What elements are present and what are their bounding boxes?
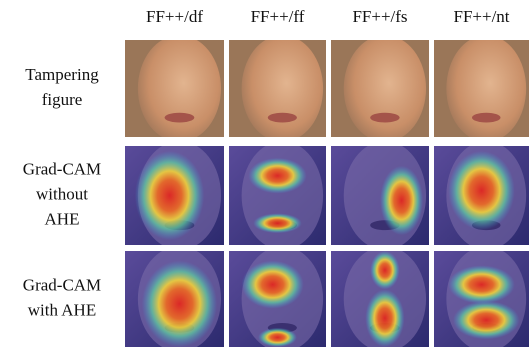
heat-region bbox=[135, 151, 204, 240]
image bbox=[434, 35, 529, 142]
image-cell bbox=[434, 246, 529, 347]
column-header: FF++/df bbox=[146, 7, 203, 26]
heat-region bbox=[380, 166, 423, 235]
heat-region bbox=[448, 265, 515, 303]
mouth bbox=[370, 113, 399, 123]
mouth bbox=[268, 113, 297, 123]
mouth bbox=[472, 113, 501, 123]
heat-region bbox=[142, 261, 217, 347]
image bbox=[229, 141, 326, 250]
image bbox=[434, 246, 529, 347]
image bbox=[331, 141, 429, 250]
image bbox=[229, 246, 326, 347]
image bbox=[125, 141, 224, 250]
image-cell bbox=[229, 246, 326, 347]
image-cell bbox=[331, 246, 429, 347]
figure: FF++/df FF++/ff FF++/fs FF++/nt Tampering fig… bbox=[0, 0, 529, 347]
face bbox=[138, 35, 221, 142]
image-cell bbox=[125, 35, 224, 142]
heat-region bbox=[242, 261, 304, 309]
row-label: Tampering bbox=[25, 65, 99, 84]
image-cell bbox=[125, 246, 224, 347]
image-cell bbox=[331, 35, 429, 142]
face bbox=[242, 141, 323, 250]
image bbox=[125, 246, 224, 347]
image bbox=[331, 246, 429, 347]
column-header: FF++/ff bbox=[251, 7, 305, 26]
heat-region bbox=[370, 251, 399, 289]
face bbox=[344, 35, 426, 142]
column-header: FF++/nt bbox=[453, 7, 509, 26]
heat-region bbox=[253, 213, 302, 233]
heat-region bbox=[248, 158, 306, 194]
row-label: AHE bbox=[45, 209, 80, 228]
face bbox=[242, 35, 323, 142]
row-label: Grad-CAM bbox=[23, 159, 101, 178]
face bbox=[446, 35, 526, 142]
heat-region bbox=[258, 328, 297, 347]
heat-region bbox=[453, 301, 520, 339]
row-label: figure bbox=[42, 90, 83, 109]
heat-region bbox=[365, 289, 404, 347]
image-cell bbox=[229, 141, 326, 250]
image bbox=[229, 35, 326, 142]
column-header: FF++/fs bbox=[352, 7, 407, 26]
mouth bbox=[165, 113, 195, 123]
row-label: with AHE bbox=[28, 300, 96, 319]
heat-region bbox=[448, 151, 515, 230]
image bbox=[434, 141, 529, 250]
image bbox=[125, 35, 224, 142]
image-cell bbox=[434, 35, 529, 142]
row-label: Grad-CAM bbox=[23, 275, 101, 294]
image-cell bbox=[229, 35, 326, 142]
row-label: without bbox=[36, 184, 88, 203]
image-cell bbox=[125, 141, 224, 250]
image-cell bbox=[434, 141, 529, 250]
image-cell bbox=[331, 141, 429, 250]
image bbox=[331, 35, 429, 142]
